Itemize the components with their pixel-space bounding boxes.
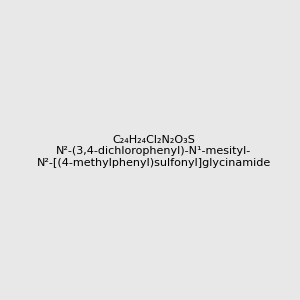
Text: C₂₄H₂₄Cl₂N₂O₃S
N²-(3,4-dichlorophenyl)-N¹-mesityl-
N²-[(4-methylphenyl)sulfonyl]: C₂₄H₂₄Cl₂N₂O₃S N²-(3,4-dichlorophenyl)-N… <box>37 135 271 168</box>
